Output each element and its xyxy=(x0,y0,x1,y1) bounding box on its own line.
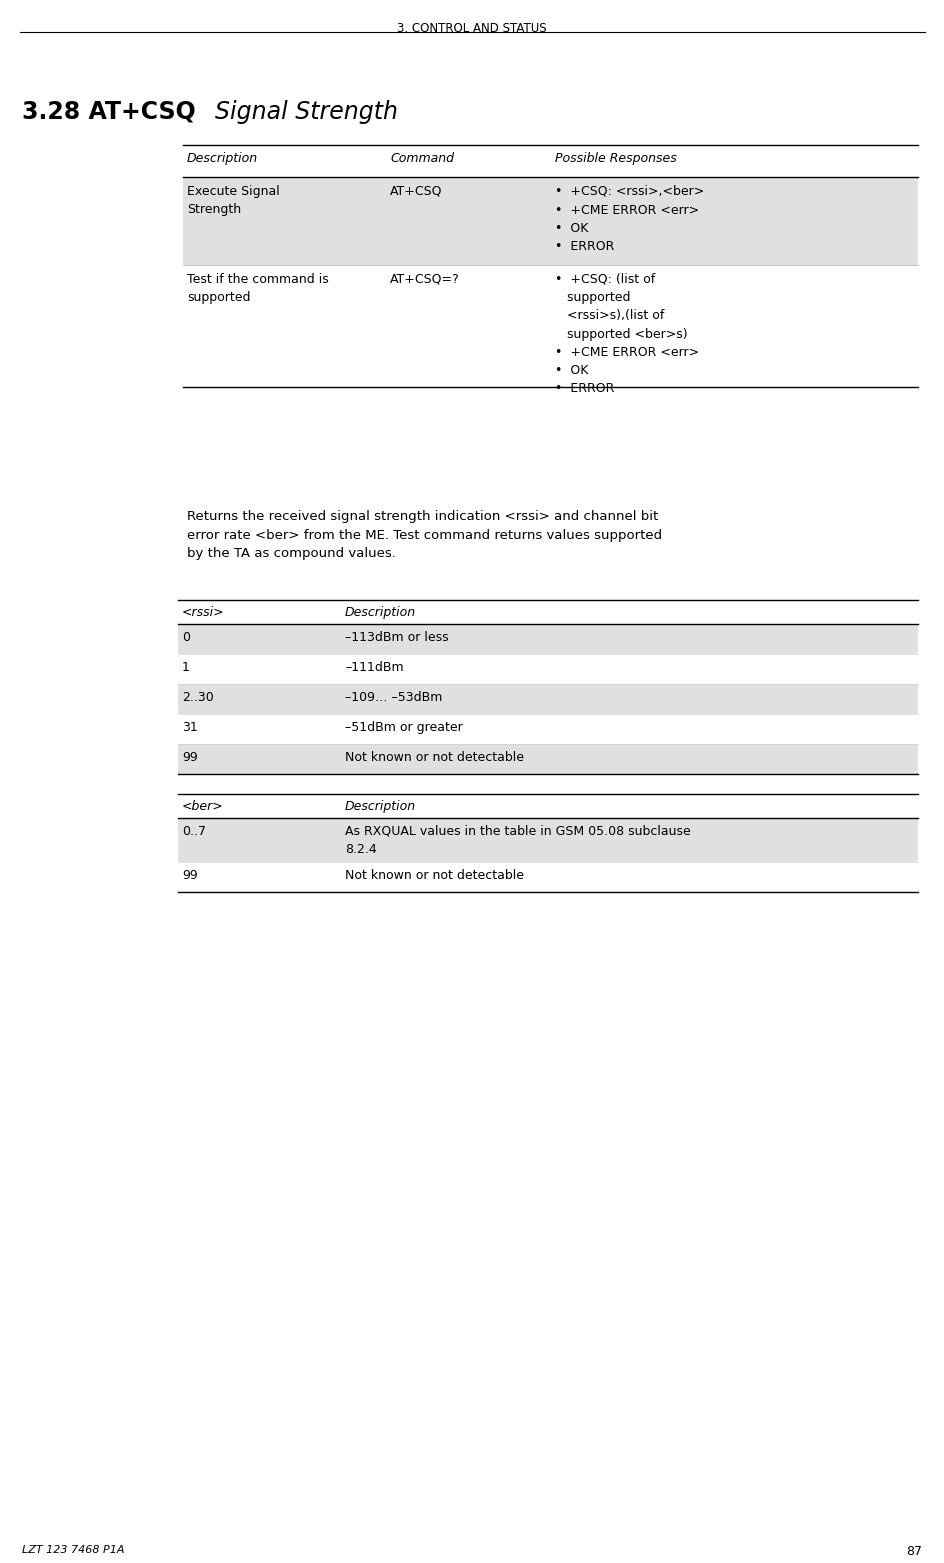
Text: 0: 0 xyxy=(182,631,190,644)
Text: •  +CSQ: <rssi>,<ber>
•  +CME ERROR <err>
•  OK
•  ERROR: • +CSQ: <rssi>,<ber> • +CME ERROR <err> … xyxy=(554,184,703,253)
Text: Description: Description xyxy=(345,800,415,813)
Text: <ber>: <ber> xyxy=(182,800,224,813)
Text: 99: 99 xyxy=(182,750,197,764)
Text: Test if the command is
supported: Test if the command is supported xyxy=(187,274,329,303)
Text: 0..7: 0..7 xyxy=(182,825,206,838)
Text: <rssi>: <rssi> xyxy=(182,606,225,619)
Text: Execute Signal
Strength: Execute Signal Strength xyxy=(187,184,279,216)
Text: –113dBm or less: –113dBm or less xyxy=(345,631,448,644)
Text: •  +CSQ: (list of
   supported
   <rssi>s),(list of
   supported <ber>s)
•  +CME: • +CSQ: (list of supported <rssi>s),(lis… xyxy=(554,274,699,395)
Bar xyxy=(177,624,917,653)
Bar xyxy=(183,177,917,266)
Text: 3.28 AT+CSQ: 3.28 AT+CSQ xyxy=(22,100,195,123)
Text: AT+CSQ=?: AT+CSQ=? xyxy=(390,274,460,286)
Text: Description: Description xyxy=(345,606,415,619)
Text: 87: 87 xyxy=(905,1544,921,1558)
Text: Description: Description xyxy=(187,152,258,166)
Text: LZT 123 7468 P1A: LZT 123 7468 P1A xyxy=(22,1544,125,1555)
Text: Not known or not detectable: Not known or not detectable xyxy=(345,750,523,764)
Bar xyxy=(177,685,917,714)
Text: Signal Strength: Signal Strength xyxy=(215,100,397,123)
Text: 2..30: 2..30 xyxy=(182,691,213,703)
Text: AT+CSQ: AT+CSQ xyxy=(390,184,442,199)
Text: Returns the received signal strength indication <rssi> and channel bit
error rat: Returns the received signal strength ind… xyxy=(187,510,662,560)
Text: 31: 31 xyxy=(182,721,197,735)
Text: –51dBm or greater: –51dBm or greater xyxy=(345,721,463,735)
Bar xyxy=(177,817,917,863)
Text: –109… –53dBm: –109… –53dBm xyxy=(345,691,442,703)
Text: As RXQUAL values in the table in GSM 05.08 subclause
8.2.4: As RXQUAL values in the table in GSM 05.… xyxy=(345,825,690,857)
Bar xyxy=(177,744,917,774)
Text: Possible Responses: Possible Responses xyxy=(554,152,676,166)
Text: Not known or not detectable: Not known or not detectable xyxy=(345,869,523,882)
Text: Command: Command xyxy=(390,152,453,166)
Text: –111dBm: –111dBm xyxy=(345,661,403,674)
Text: 1: 1 xyxy=(182,661,190,674)
Text: 3. CONTROL AND STATUS: 3. CONTROL AND STATUS xyxy=(396,22,547,34)
Text: 99: 99 xyxy=(182,869,197,882)
